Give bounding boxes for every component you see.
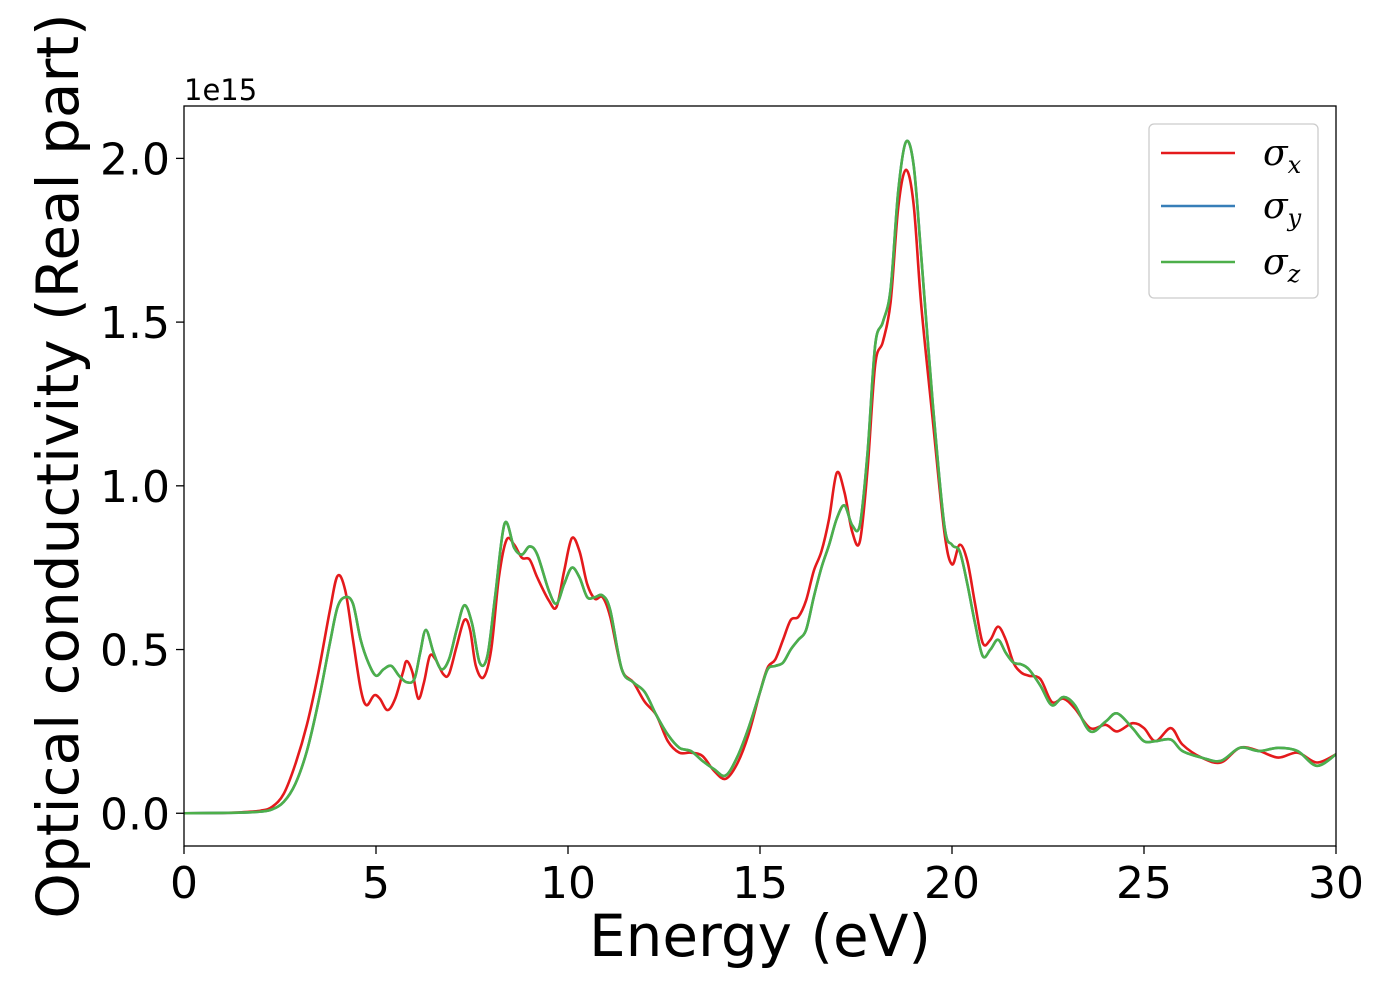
legend-symbol: σ xyxy=(1263,133,1289,174)
x-tick-label: 5 xyxy=(362,858,390,909)
legend-subscript: x xyxy=(1288,151,1302,179)
y-tick-label: 0.0 xyxy=(100,789,170,840)
series-layer xyxy=(184,139,1336,815)
y-tick-label: 2.0 xyxy=(100,134,170,185)
legend-label-y: σy xyxy=(1263,186,1302,232)
y-tick-label: 0.5 xyxy=(100,626,170,677)
legend-label-x: σx xyxy=(1263,133,1302,179)
y-axis-offset-label: 1e15 xyxy=(184,73,257,107)
legend-subscript: y xyxy=(1287,204,1302,232)
legend-box xyxy=(1148,123,1319,299)
x-tick-label: 25 xyxy=(1116,858,1172,909)
x-tick-label: 20 xyxy=(924,858,980,909)
x-tick-label: 0 xyxy=(170,858,198,909)
y-tick-label: 1.5 xyxy=(100,298,170,349)
x-tick-label: 15 xyxy=(732,858,788,909)
y-axis-title: Optical conductivity (Real part) xyxy=(24,13,92,918)
legend-subscript: z xyxy=(1287,260,1301,288)
x-axis-title: Energy (eV) xyxy=(589,902,931,970)
series-line-z xyxy=(184,139,1336,815)
y-axis: 0.0 0.5 1.0 1.5 2.0 xyxy=(100,134,184,840)
legend-symbol: σ xyxy=(1263,242,1289,283)
x-tick-label: 30 xyxy=(1308,858,1364,909)
legend-label-z: σz xyxy=(1263,242,1301,288)
x-axis: 0 5 10 15 20 25 30 xyxy=(170,846,1364,909)
y-tick-label: 1.0 xyxy=(100,462,170,513)
legend-symbol: σ xyxy=(1263,186,1289,227)
x-tick-label: 10 xyxy=(540,858,596,909)
